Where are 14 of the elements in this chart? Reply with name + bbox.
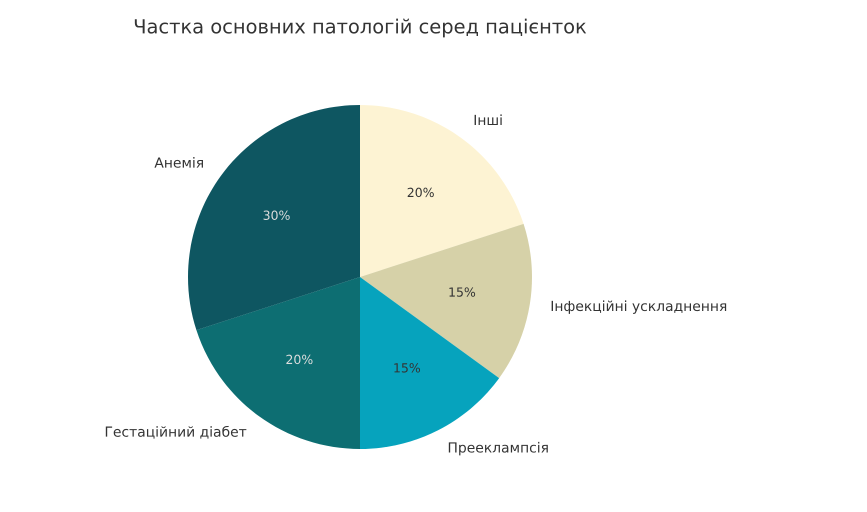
pie-slice: [196, 277, 360, 449]
data-label: 20%: [408, 188, 434, 198]
data-label: 20%: [286, 354, 313, 364]
slice-label: Анемія: [154, 157, 203, 168]
slice-label: Гестаційний діабет: [106, 426, 246, 439]
data-label: 15%: [394, 363, 420, 373]
slice-label: Інфекційні ускладнення: [552, 300, 726, 314]
slice-label: Прееклампсія: [448, 442, 548, 456]
data-label: 15%: [449, 287, 476, 297]
data-label: 30%: [264, 210, 290, 220]
pie-slice: [360, 224, 532, 378]
slice-label: Інші: [474, 114, 502, 125]
pie-slice: [360, 105, 524, 277]
chart-title: Частка основних патологій серед пацієнток: [134, 18, 586, 38]
